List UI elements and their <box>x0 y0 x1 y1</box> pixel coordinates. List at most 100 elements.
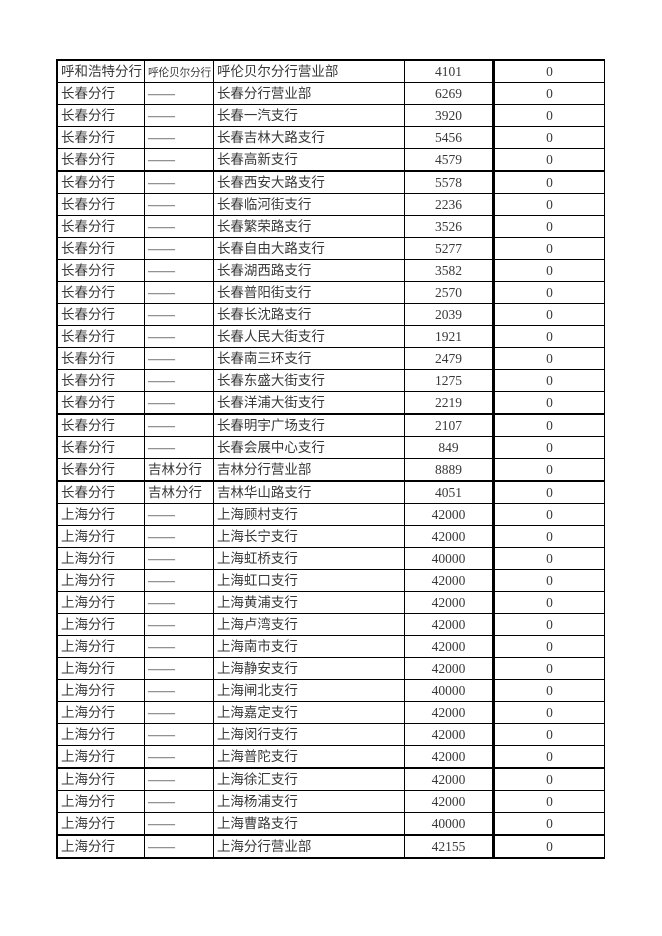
cell-office: 上海静安支行 <box>212 657 405 680</box>
cell-zero: 0 <box>492 480 605 504</box>
table-row: 长春分行 吉林分行 吉林华山路支行 4051 0 <box>56 480 605 504</box>
table-row: 长春分行 —— 长春普阳街支行 2570 0 <box>56 281 605 304</box>
cell-sub-branch: 吉林分行 <box>144 458 214 482</box>
cell-zero: 0 <box>492 104 605 127</box>
cell-sub-branch: —— <box>144 569 214 592</box>
table-row: 长春分行 —— 长春湖西路支行 3582 0 <box>56 259 605 282</box>
cell-zero: 0 <box>492 391 605 415</box>
cell-office: 呼伦贝尔分行营业部 <box>212 59 405 83</box>
cell-zero: 0 <box>492 635 605 658</box>
cell-sub-branch: —— <box>144 391 214 415</box>
cell-zero: 0 <box>492 569 605 592</box>
cell-amount: 42000 <box>403 701 495 724</box>
cell-branch: 呼和浩特分行 <box>56 59 145 83</box>
cell-branch: 长春分行 <box>56 193 145 216</box>
cell-office: 吉林华山路支行 <box>212 480 405 504</box>
cell-sub-branch: —— <box>144 126 214 149</box>
table-row: 长春分行 —— 长春长沈路支行 2039 0 <box>56 303 605 326</box>
cell-branch: 长春分行 <box>56 126 145 149</box>
cell-zero: 0 <box>492 126 605 149</box>
cell-sub-branch: —— <box>144 82 214 105</box>
cell-zero: 0 <box>492 525 605 548</box>
cell-zero: 0 <box>492 237 605 260</box>
cell-amount: 40000 <box>403 547 495 570</box>
cell-amount: 1921 <box>403 325 495 348</box>
table-row: 长春分行 —— 长春分行营业部 6269 0 <box>56 82 605 105</box>
cell-office: 长春分行营业部 <box>212 82 405 105</box>
cell-sub-branch: —— <box>144 790 214 813</box>
cell-amount: 5277 <box>403 237 495 260</box>
cell-amount: 42000 <box>403 591 495 614</box>
cell-zero: 0 <box>492 413 605 437</box>
cell-amount: 5578 <box>403 170 495 194</box>
cell-office: 长春西安大路支行 <box>212 170 405 194</box>
cell-sub-branch: —— <box>144 591 214 614</box>
table-row: 上海分行 —— 上海徐汇支行 42000 0 <box>56 767 605 791</box>
cell-zero: 0 <box>492 325 605 348</box>
cell-amount: 3582 <box>403 259 495 282</box>
table-row: 上海分行 —— 上海闸北支行 40000 0 <box>56 679 605 702</box>
cell-amount: 4101 <box>403 59 495 83</box>
cell-branch: 长春分行 <box>56 303 145 326</box>
cell-sub-branch: —— <box>144 259 214 282</box>
cell-amount: 2219 <box>403 391 495 415</box>
cell-office: 上海黄浦支行 <box>212 591 405 614</box>
cell-branch: 长春分行 <box>56 480 145 504</box>
table-row: 呼和浩特分行 呼伦贝尔分行 呼伦贝尔分行营业部 4101 0 <box>56 59 605 83</box>
cell-sub-branch: 吉林分行 <box>144 480 214 504</box>
cell-office: 上海曹路支行 <box>212 812 405 836</box>
cell-sub-branch: —— <box>144 679 214 702</box>
cell-amount: 5456 <box>403 126 495 149</box>
cell-branch: 上海分行 <box>56 525 145 548</box>
cell-branch: 长春分行 <box>56 369 145 392</box>
cell-sub-branch: —— <box>144 812 214 836</box>
cell-sub-branch: —— <box>144 635 214 658</box>
cell-office: 上海嘉定支行 <box>212 701 405 724</box>
cell-office: 长春长沈路支行 <box>212 303 405 326</box>
cell-branch: 长春分行 <box>56 104 145 127</box>
cell-amount: 42000 <box>403 525 495 548</box>
cell-amount: 42000 <box>403 723 495 746</box>
cell-zero: 0 <box>492 701 605 724</box>
cell-branch: 长春分行 <box>56 436 145 459</box>
cell-zero: 0 <box>492 503 605 526</box>
branch-quota-table: 呼和浩特分行 呼伦贝尔分行 呼伦贝尔分行营业部 4101 0 长春分行 —— 长春分行营业部 6… <box>56 59 605 859</box>
cell-office: 长春临河街支行 <box>212 193 405 216</box>
cell-office: 长春洋浦大街支行 <box>212 391 405 415</box>
cell-sub-branch: —— <box>144 723 214 746</box>
cell-branch: 长春分行 <box>56 281 145 304</box>
cell-branch: 长春分行 <box>56 237 145 260</box>
table-row: 长春分行 —— 长春明宇广场支行 2107 0 <box>56 413 605 437</box>
cell-office: 长春吉林大路支行 <box>212 126 405 149</box>
table-body: 呼和浩特分行 呼伦贝尔分行 呼伦贝尔分行营业部 4101 0 长春分行 —— 长春分行营业部 6… <box>56 59 605 859</box>
table-row: 长春分行 —— 长春人民大街支行 1921 0 <box>56 325 605 348</box>
cell-amount: 42000 <box>403 767 495 791</box>
table-row: 上海分行 —— 上海分行营业部 42155 0 <box>56 834 605 859</box>
cell-zero: 0 <box>492 657 605 680</box>
table-row: 长春分行 —— 长春西安大路支行 5578 0 <box>56 170 605 194</box>
cell-sub-branch: —— <box>144 325 214 348</box>
cell-amount: 3526 <box>403 215 495 238</box>
cell-sub-branch: —— <box>144 503 214 526</box>
cell-zero: 0 <box>492 170 605 194</box>
cell-branch: 长春分行 <box>56 215 145 238</box>
cell-zero: 0 <box>492 148 605 172</box>
cell-amount: 42155 <box>403 834 495 859</box>
cell-sub-branch: —— <box>144 369 214 392</box>
cell-sub-branch: —— <box>144 767 214 791</box>
cell-sub-branch: 呼伦贝尔分行 <box>144 59 214 83</box>
cell-amount: 6269 <box>403 82 495 105</box>
cell-amount: 4051 <box>403 480 495 504</box>
cell-office: 长春繁荣路支行 <box>212 215 405 238</box>
table-row: 上海分行 —— 上海长宁支行 42000 0 <box>56 525 605 548</box>
cell-zero: 0 <box>492 613 605 636</box>
cell-amount: 40000 <box>403 679 495 702</box>
cell-amount: 42000 <box>403 790 495 813</box>
cell-sub-branch: —— <box>144 834 214 859</box>
table-row: 上海分行 —— 上海虹桥支行 40000 0 <box>56 547 605 570</box>
cell-office: 长春自由大路支行 <box>212 237 405 260</box>
table-row: 长春分行 —— 长春东盛大街支行 1275 0 <box>56 369 605 392</box>
cell-branch: 长春分行 <box>56 82 145 105</box>
cell-sub-branch: —— <box>144 525 214 548</box>
cell-office: 上海闸北支行 <box>212 679 405 702</box>
